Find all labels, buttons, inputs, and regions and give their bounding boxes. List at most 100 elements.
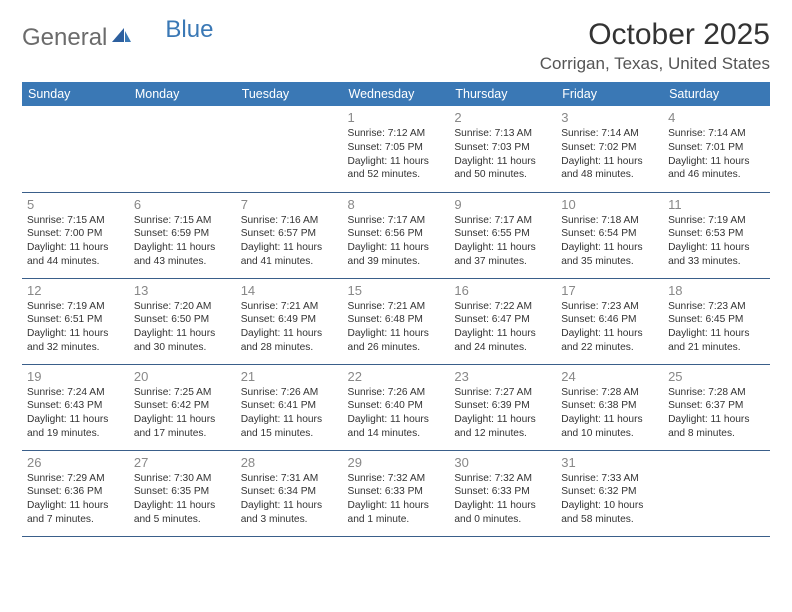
calendar-cell: 10Sunrise: 7:18 AMSunset: 6:54 PMDayligh… [556,192,663,278]
day-number: 25 [668,369,765,384]
day-number: 27 [134,455,231,470]
calendar-cell: 15 Sunrise: 7:21 AMSunset: 6:48 PMDayligh… [343,278,450,364]
calendar-cell [22,106,129,192]
calendar-row: 1Sunrise: 7:12 AMSunset: 7:05 PMDaylight… [22,106,770,192]
weekday-header: Friday [556,82,663,106]
calendar-cell: 8 Sunrise: 7:17 AMSunset: 6:56 PMDaylight… [343,192,450,278]
day-number: 16 [454,283,551,298]
calendar-row: 12 Sunrise: 7:19 AMSunset: 6:51 PMDayligh… [22,278,770,364]
weekday-header: Saturday [663,82,770,106]
day-number: 10 [561,197,658,212]
day-info: Sunrise: 7:19 AMSunset: 6:53 PMDaylight:… [668,214,765,269]
calendar-cell: 14 Sunrise: 7:21 AMSunset: 6:49 PMDayligh… [236,278,343,364]
calendar-head: SundayMondayTuesdayWednesdayThursdayFrid… [22,82,770,106]
day-number: 9 [454,197,551,212]
day-info: Sunrise: 7:31 AMSunset: 6:34 PMDaylight:… [241,472,338,527]
calendar-cell: 11 Sunrise: 7:19 AMSunset: 6:53 PMDayligh… [663,192,770,278]
day-info: Sunrise: 7:20 AMSunset: 6:50 PMDaylight:… [134,300,231,355]
day-info: Sunrise: 7:17 AMSunset: 6:55 PMDaylight:… [454,214,551,269]
header: General Blue October 2025 Corrigan, Texa… [22,18,770,74]
month-title: October 2025 [540,18,770,52]
calendar-cell: 1Sunrise: 7:12 AMSunset: 7:05 PMDaylight… [343,106,450,192]
day-number: 30 [454,455,551,470]
day-number: 7 [241,197,338,212]
day-number: 22 [348,369,445,384]
day-number: 4 [668,110,765,125]
calendar-cell: 9 Sunrise: 7:17 AMSunset: 6:55 PMDaylight… [449,192,556,278]
calendar-cell [236,106,343,192]
calendar-body: 1Sunrise: 7:12 AMSunset: 7:05 PMDaylight… [22,106,770,536]
calendar-cell: 26Sunrise: 7:29 AMSunset: 6:36 PMDayligh… [22,450,129,536]
day-number: 8 [348,197,445,212]
day-number: 12 [27,283,124,298]
day-number: 18 [668,283,765,298]
day-info: Sunrise: 7:15 AMSunset: 6:59 PMDaylight:… [134,214,231,269]
calendar-cell: 22Sunrise: 7:26 AMSunset: 6:40 PMDayligh… [343,364,450,450]
day-number: 13 [134,283,231,298]
day-number: 11 [668,197,765,212]
day-number: 24 [561,369,658,384]
day-info: Sunrise: 7:30 AMSunset: 6:35 PMDaylight:… [134,472,231,527]
calendar-cell: 23 Sunrise: 7:27 AMSunset: 6:39 PMDayligh… [449,364,556,450]
calendar-row: 5 Sunrise: 7:15 AMSunset: 7:00 PMDaylight… [22,192,770,278]
day-info: Sunrise: 7:14 AMSunset: 7:02 PMDaylight:… [561,127,658,182]
day-number: 31 [561,455,658,470]
day-info: Sunrise: 7:28 AMSunset: 6:37 PMDaylight:… [668,386,765,441]
calendar-cell: 20 Sunrise: 7:25 AMSunset: 6:42 PMDayligh… [129,364,236,450]
weekday-header: Sunday [22,82,129,106]
weekday-header: Monday [129,82,236,106]
calendar-cell: 25 Sunrise: 7:28 AMSunset: 6:37 PMDayligh… [663,364,770,450]
day-info: Sunrise: 7:25 AMSunset: 6:42 PMDaylight:… [134,386,231,441]
calendar-cell: 30Sunrise: 7:32 AMSunset: 6:33 PMDayligh… [449,450,556,536]
day-info: Sunrise: 7:15 AMSunset: 7:00 PMDaylight:… [27,214,124,269]
day-info: Sunrise: 7:13 AMSunset: 7:03 PMDaylight:… [454,127,551,182]
day-info: Sunrise: 7:27 AMSunset: 6:39 PMDaylight:… [454,386,551,441]
day-info: Sunrise: 7:32 AMSunset: 6:33 PMDaylight:… [348,472,445,527]
day-info: Sunrise: 7:21 AMSunset: 6:49 PMDaylight:… [241,300,338,355]
weekday-header: Tuesday [236,82,343,106]
day-info: Sunrise: 7:33 AMSunset: 6:32 PMDaylight:… [561,472,658,527]
day-number: 28 [241,455,338,470]
calendar-row: 19Sunrise: 7:24 AMSunset: 6:43 PMDayligh… [22,364,770,450]
title-block: October 2025 Corrigan, Texas, United Sta… [540,18,770,74]
calendar-cell: 16Sunrise: 7:22 AMSunset: 6:47 PMDayligh… [449,278,556,364]
day-info: Sunrise: 7:28 AMSunset: 6:38 PMDaylight:… [561,386,658,441]
day-info: Sunrise: 7:21 AMSunset: 6:48 PMDaylight:… [348,300,445,355]
calendar-cell: 31 Sunrise: 7:33 AMSunset: 6:32 PMDayligh… [556,450,663,536]
calendar-cell: 17 Sunrise: 7:23 AMSunset: 6:46 PMDayligh… [556,278,663,364]
day-info: Sunrise: 7:17 AMSunset: 6:56 PMDaylight:… [348,214,445,269]
day-info: Sunrise: 7:26 AMSunset: 6:41 PMDaylight:… [241,386,338,441]
location: Corrigan, Texas, United States [540,54,770,74]
weekday-header: Thursday [449,82,556,106]
calendar-row: 26Sunrise: 7:29 AMSunset: 6:36 PMDayligh… [22,450,770,536]
day-number: 6 [134,197,231,212]
logo-text-blue: Blue [165,16,213,44]
day-info: Sunrise: 7:19 AMSunset: 6:51 PMDaylight:… [27,300,124,355]
logo-sail-icon [111,24,133,52]
day-number: 19 [27,369,124,384]
calendar-cell: 27 Sunrise: 7:30 AMSunset: 6:35 PMDayligh… [129,450,236,536]
day-number: 29 [348,455,445,470]
calendar-table: SundayMondayTuesdayWednesdayThursdayFrid… [22,82,770,537]
calendar-cell: 18Sunrise: 7:23 AMSunset: 6:45 PMDayligh… [663,278,770,364]
calendar-cell: 12 Sunrise: 7:19 AMSunset: 6:51 PMDayligh… [22,278,129,364]
day-number: 14 [241,283,338,298]
calendar-cell: 7 Sunrise: 7:16 AMSunset: 6:57 PMDaylight… [236,192,343,278]
logo: General Blue [22,18,213,52]
calendar-cell: 19Sunrise: 7:24 AMSunset: 6:43 PMDayligh… [22,364,129,450]
day-number: 5 [27,197,124,212]
calendar-cell: 4Sunrise: 7:14 AMSunset: 7:01 PMDaylight… [663,106,770,192]
day-info: Sunrise: 7:23 AMSunset: 6:46 PMDaylight:… [561,300,658,355]
day-number: 20 [134,369,231,384]
day-info: Sunrise: 7:16 AMSunset: 6:57 PMDaylight:… [241,214,338,269]
day-info: Sunrise: 7:12 AMSunset: 7:05 PMDaylight:… [348,127,445,182]
day-number: 15 [348,283,445,298]
day-number: 21 [241,369,338,384]
calendar-cell [663,450,770,536]
day-number: 17 [561,283,658,298]
calendar-cell: 24 Sunrise: 7:28 AMSunset: 6:38 PMDayligh… [556,364,663,450]
calendar-cell: 5 Sunrise: 7:15 AMSunset: 7:00 PMDaylight… [22,192,129,278]
day-info: Sunrise: 7:29 AMSunset: 6:36 PMDaylight:… [27,472,124,527]
day-number: 23 [454,369,551,384]
calendar-cell: 2Sunrise: 7:13 AMSunset: 7:03 PMDaylight… [449,106,556,192]
